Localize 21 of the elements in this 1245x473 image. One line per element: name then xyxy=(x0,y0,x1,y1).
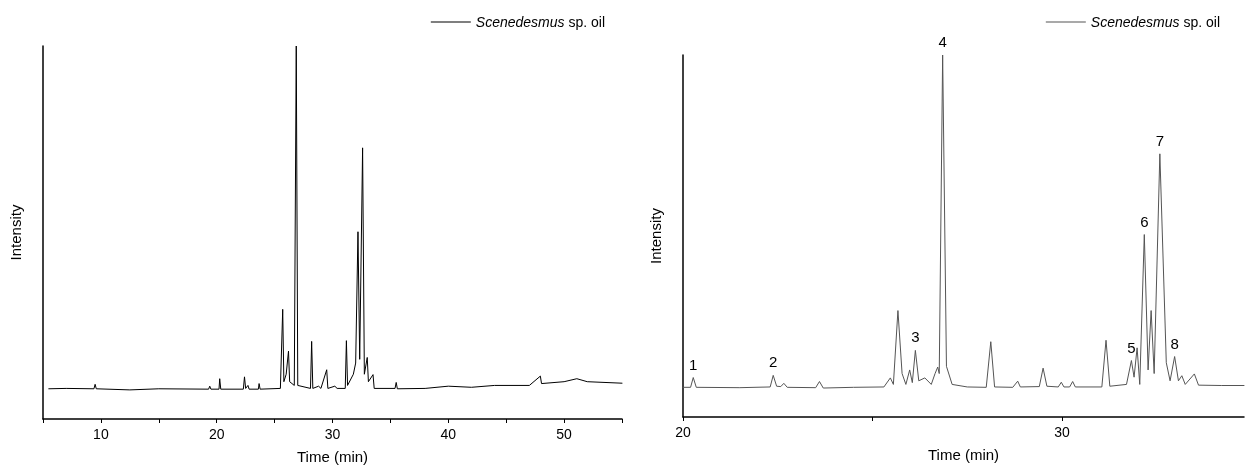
annotation: 1 xyxy=(689,355,698,373)
legend-label: Scenedesmus sp. oil xyxy=(475,14,606,30)
annotation: 8 xyxy=(1170,334,1179,352)
legend-label: Scenedesmus sp. oil xyxy=(1090,14,1221,30)
x-tick-label: 30 xyxy=(1054,424,1071,440)
annotation: 6 xyxy=(1140,212,1149,230)
y-axis-title: Intensity xyxy=(7,204,24,261)
x-axis-title: Time (min) xyxy=(296,448,369,465)
x-tick-label: 40 xyxy=(440,426,457,442)
annotation: 7 xyxy=(1155,131,1165,149)
x-tick-label: 10 xyxy=(93,426,109,442)
x-tick-label: 50 xyxy=(556,426,573,442)
y-axis-title: Intensity xyxy=(647,207,664,264)
x-tick-label: 20 xyxy=(675,424,691,440)
annotation: 2 xyxy=(769,353,778,371)
annotation: 3 xyxy=(911,328,920,346)
annotation: 5 xyxy=(1127,338,1136,356)
x-tick-label: 20 xyxy=(208,426,225,442)
x-axis-title: Time (min) xyxy=(927,446,1000,463)
annotation: 4 xyxy=(938,33,947,50)
x-tick-label: 30 xyxy=(324,426,341,442)
